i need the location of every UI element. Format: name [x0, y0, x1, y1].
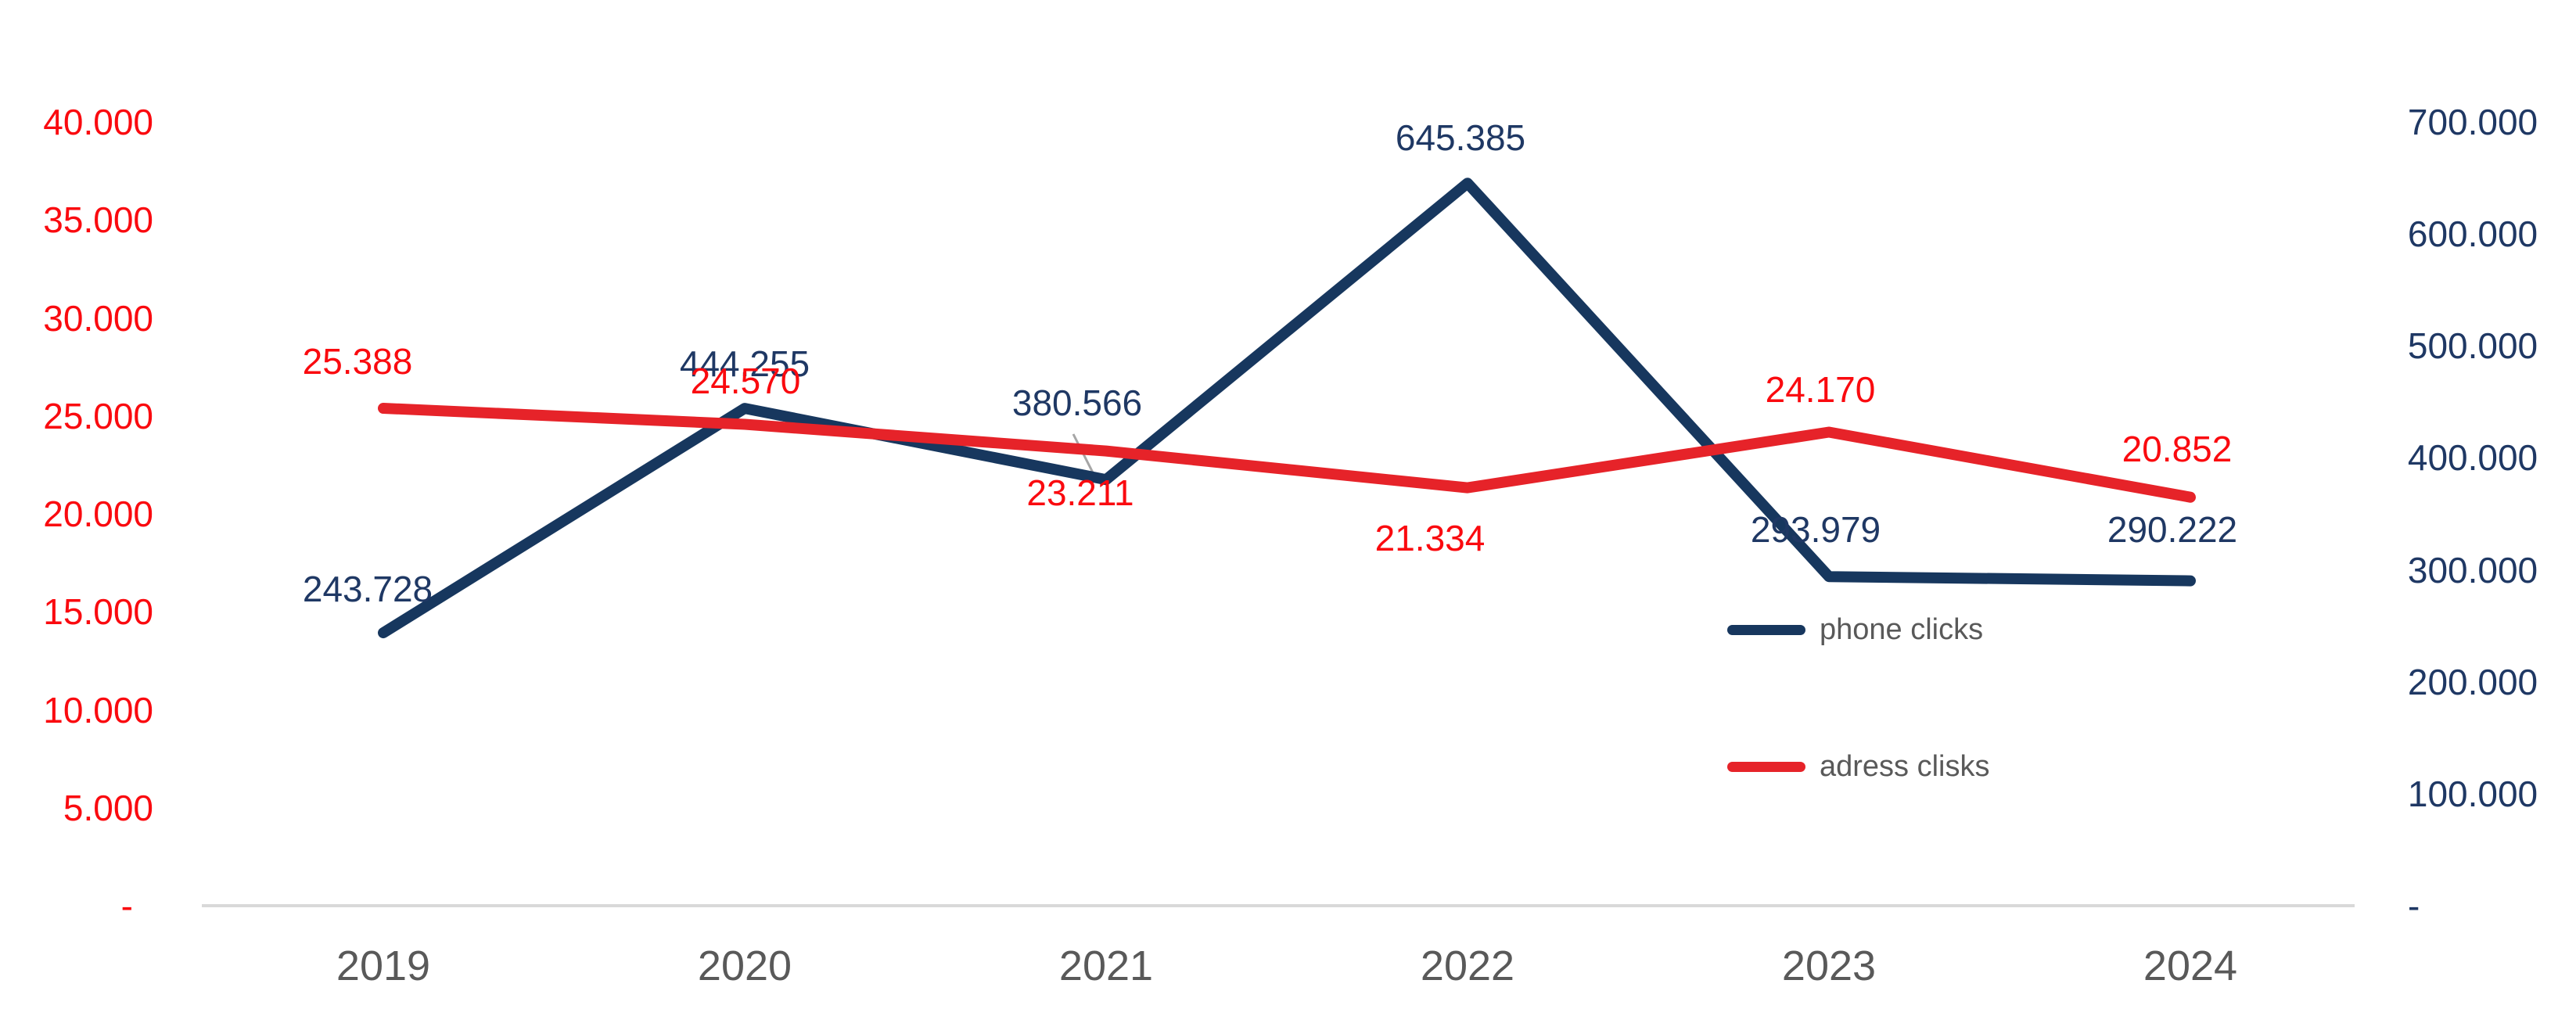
right-axis-tick: 700.000 — [2407, 102, 2538, 142]
legend-item-phone-clicks: phone clicks — [1727, 608, 1983, 652]
x-axis-label: 2024 — [2143, 942, 2238, 989]
data-label: 243.728 — [302, 569, 433, 609]
right-axis-tick: 500.000 — [2407, 325, 2538, 367]
x-axis-label: 2022 — [1420, 942, 1515, 989]
data-label: 290.222 — [2107, 509, 2238, 550]
right-axis-tick: - — [2408, 885, 2420, 926]
left-axis-tick: - — [120, 885, 133, 926]
data-label: 444.255 — [679, 343, 810, 384]
left-axis-tick: 5.000 — [63, 787, 153, 828]
left-axis-tick: 30.000 — [43, 297, 153, 339]
left-axis-tick: 20.000 — [43, 494, 153, 534]
data-label: 380.566 — [1011, 382, 1143, 423]
x-axis-label: 2021 — [1058, 942, 1154, 989]
x-axis-label: 2023 — [1781, 942, 1877, 989]
legend-label: phone clicks — [1820, 612, 1984, 646]
right-axis-tick: 300.000 — [2407, 549, 2538, 591]
data-label: 24.570 — [690, 361, 801, 401]
right-axis-tick: 400.000 — [2407, 437, 2538, 479]
right-axis-tick: 600.000 — [2407, 214, 2538, 255]
phone-clicks-legend-swatch — [1727, 624, 1805, 635]
adress-clisks-line — [378, 403, 2196, 503]
left-axis-tick: 35.000 — [43, 199, 153, 241]
right-axis-tick: 100.000 — [2407, 773, 2538, 814]
left-axis-tick: 10.000 — [43, 689, 153, 731]
data-label: 24.170 — [1765, 369, 1876, 410]
left-axis-tick: 25.000 — [43, 395, 153, 436]
data-label: 25.388 — [302, 341, 413, 382]
legend-item-adress-clisks: adress clisks — [1727, 745, 1990, 788]
x-axis-label: 2019 — [336, 942, 431, 989]
legend-label: adress clisks — [1820, 749, 1990, 783]
data-label: 23.211 — [1026, 472, 1134, 513]
data-label: 21.334 — [1374, 518, 1486, 558]
left-axis-tick: 15.000 — [43, 591, 153, 633]
data-label: 20.852 — [2122, 429, 2233, 469]
right-axis-tick: 200.000 — [2407, 661, 2538, 702]
phone-clicks-line — [378, 178, 2196, 639]
data-label: 645.385 — [1395, 117, 1526, 158]
data-label: 293.979 — [1750, 509, 1881, 550]
x-axis-label: 2020 — [697, 942, 792, 989]
adress-clisks-legend-swatch — [1727, 761, 1805, 772]
left-axis-tick: 40.000 — [43, 102, 153, 142]
